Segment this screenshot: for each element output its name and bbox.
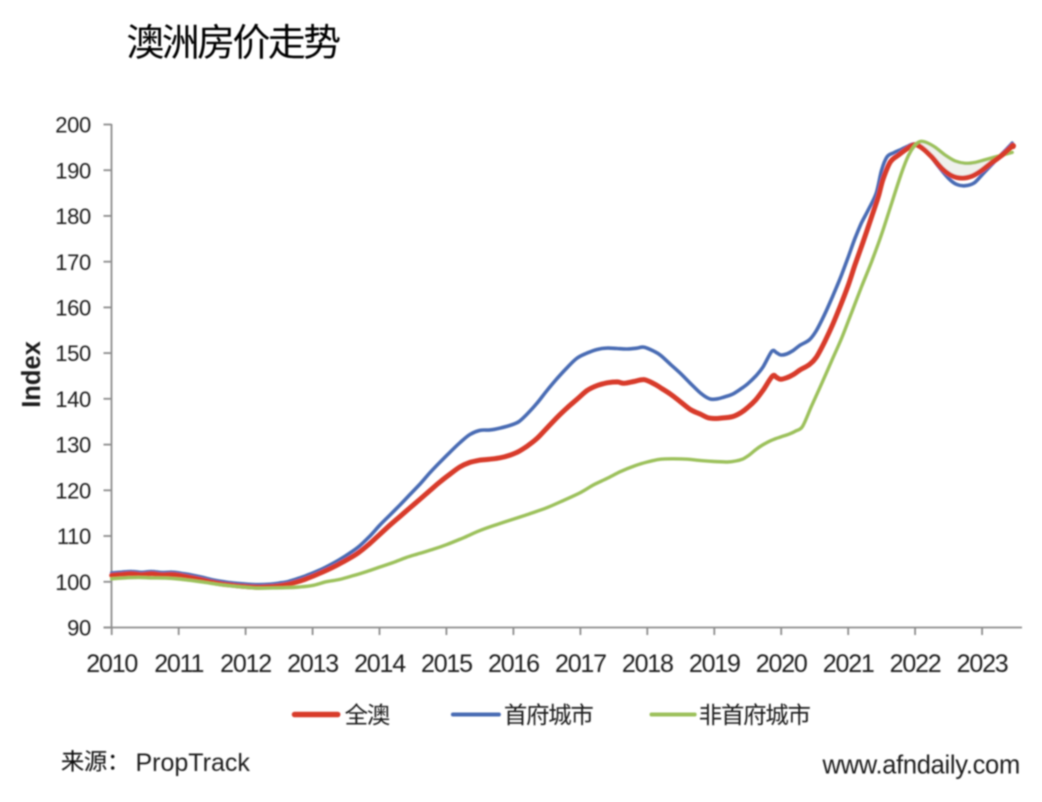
svg-text:2012: 2012 xyxy=(220,650,271,678)
svg-text:2016: 2016 xyxy=(488,650,539,678)
svg-text:PropTrack: PropTrack xyxy=(136,749,251,777)
svg-text:2013: 2013 xyxy=(287,650,338,678)
svg-text:130: 130 xyxy=(55,433,91,458)
svg-text:170: 170 xyxy=(55,250,91,275)
svg-text:2015: 2015 xyxy=(421,650,472,678)
svg-text:160: 160 xyxy=(55,296,91,321)
svg-text:180: 180 xyxy=(55,204,91,229)
svg-text:120: 120 xyxy=(55,478,91,503)
svg-text:110: 110 xyxy=(57,524,91,549)
svg-text:190: 190 xyxy=(55,158,91,183)
svg-text:100: 100 xyxy=(55,570,91,595)
svg-text:2023: 2023 xyxy=(957,650,1008,678)
svg-text:200: 200 xyxy=(55,113,91,138)
svg-text:2011: 2011 xyxy=(154,650,203,678)
svg-text:90: 90 xyxy=(67,616,91,641)
svg-text:2010: 2010 xyxy=(86,650,137,678)
svg-text:140: 140 xyxy=(55,387,91,412)
svg-text:www.afndaily.com: www.afndaily.com xyxy=(822,752,1020,780)
svg-text:2019: 2019 xyxy=(689,650,740,678)
svg-text:2022: 2022 xyxy=(890,650,941,678)
svg-text:2018: 2018 xyxy=(622,650,673,678)
svg-text:2021: 2021 xyxy=(823,650,874,678)
svg-text:150: 150 xyxy=(55,341,91,366)
svg-text:Index: Index xyxy=(18,341,46,408)
svg-text:2020: 2020 xyxy=(756,650,807,678)
svg-text:2014: 2014 xyxy=(354,650,406,678)
svg-text:2017: 2017 xyxy=(555,650,606,678)
